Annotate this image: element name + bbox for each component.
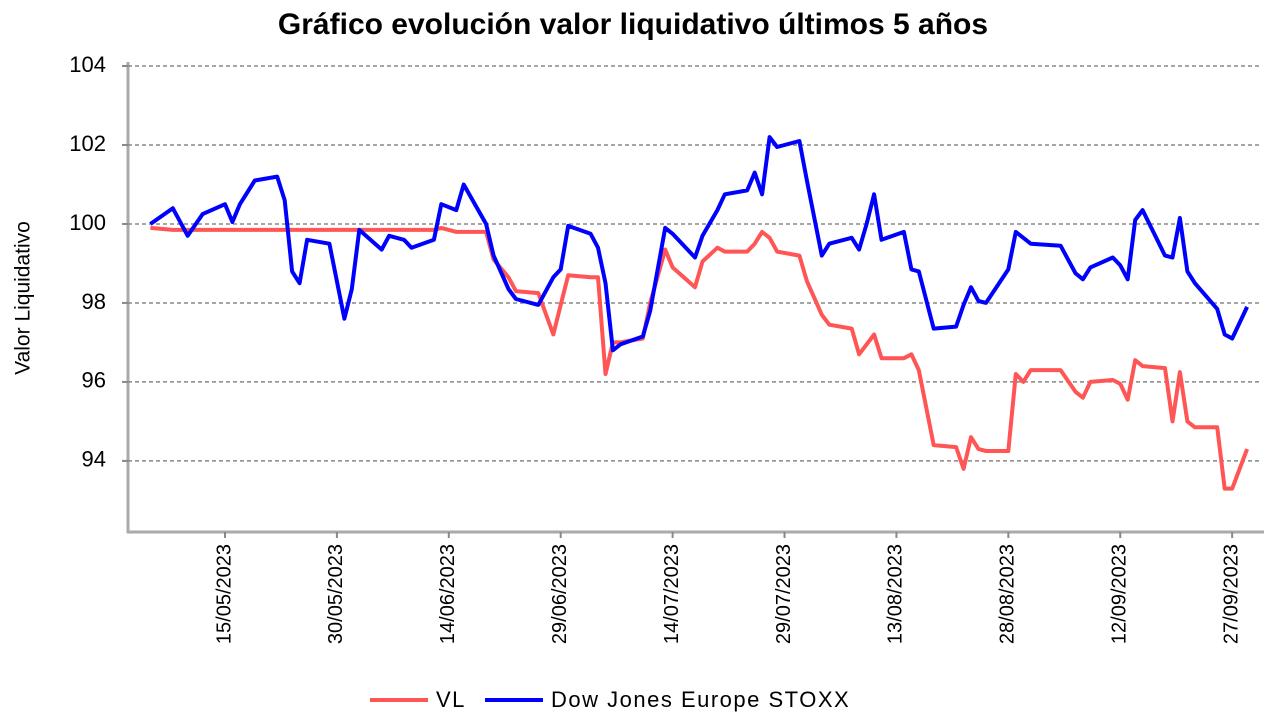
series-line (149, 135, 1249, 353)
x-tick-label: 14/07/2023 (661, 544, 683, 644)
y-tick-label: 100 (69, 210, 106, 235)
x-tick-label: 27/09/2023 (1220, 544, 1242, 644)
legend-label: VL (436, 687, 466, 712)
y-tick-label: 104 (69, 52, 106, 77)
x-tick-label: 12/09/2023 (1109, 544, 1131, 644)
y-tick-label: 102 (69, 131, 106, 156)
series-line (150, 225, 1249, 491)
y-axis-label: Valor Liquidativo (12, 221, 35, 375)
x-tick-label: 30/05/2023 (325, 544, 347, 644)
x-tick-label: 15/05/2023 (213, 544, 235, 644)
x-tick-label: 29/07/2023 (773, 544, 795, 644)
x-tick-label: 29/06/2023 (549, 544, 571, 644)
y-tick-label: 98 (82, 289, 106, 314)
chart-title: Gráfico evolución valor liquidativo últi… (278, 8, 988, 41)
x-tick-label: 28/08/2023 (997, 544, 1019, 644)
x-tick-label: 14/06/2023 (437, 544, 459, 644)
y-tick-label: 94 (82, 447, 106, 472)
legend-label: Dow Jones Europe STOXX (551, 687, 850, 712)
y-tick-label: 96 (82, 368, 106, 393)
x-tick-label: 13/08/2023 (885, 544, 907, 644)
